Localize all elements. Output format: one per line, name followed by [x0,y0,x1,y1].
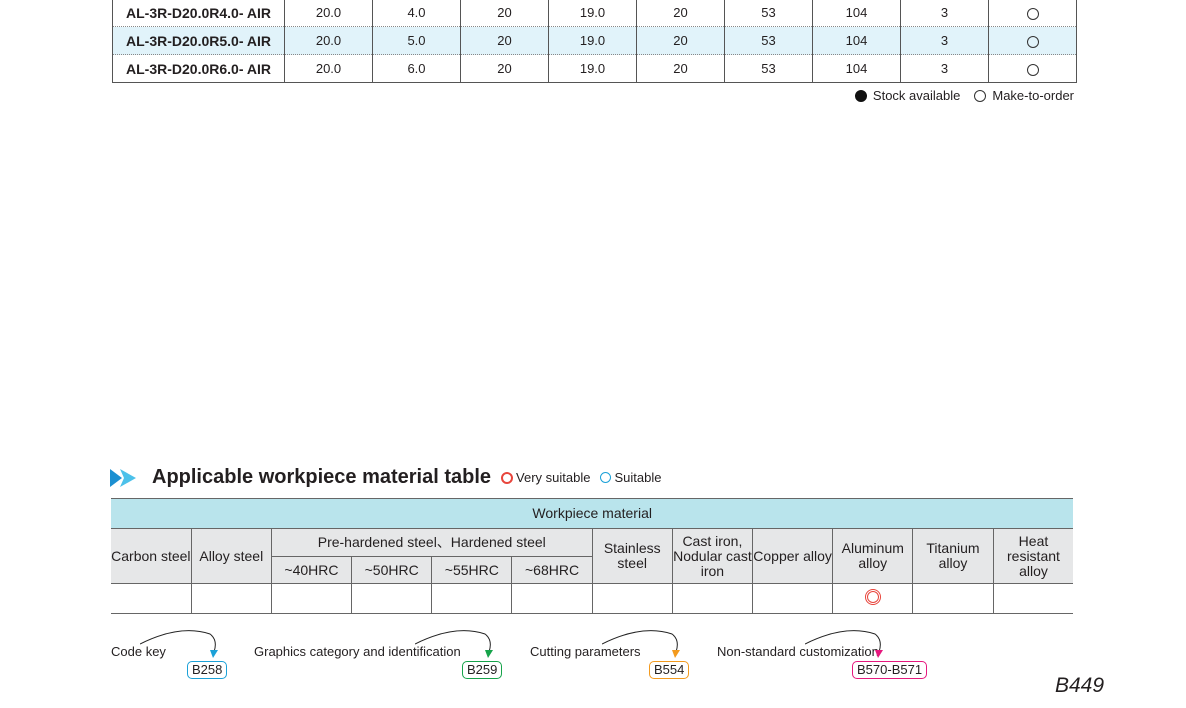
make-to-order-label: Make-to-order [992,88,1074,103]
curved-arrow-icon [602,630,680,658]
col-alloy-steel: Alloy steel [190,528,272,584]
col-stainless: Stainless steel [591,528,673,584]
spec-value: 4.0 [372,0,461,27]
page-number: B449 [1054,674,1104,697]
spec-value: 20 [636,54,725,83]
stock-legend: Stock available Make-to-order [854,88,1074,103]
table-row: AL-3R-D20.0R4.0- AIR 20.0 4.0 20 19.0 20 53 104… [112,0,1077,27]
spec-value: 53 [724,0,813,27]
spec-value: 5.0 [372,26,461,55]
col-copper: Copper alloy [751,528,834,584]
col-carbon-steel: Carbon steel [111,528,192,584]
spec-value: 20 [460,54,549,83]
curved-arrow-icon [140,630,218,658]
spec-value: 104 [812,54,901,83]
very-suitable-label: Very suitable [516,470,591,485]
page-ref-link[interactable]: B554 [649,661,690,679]
spec-value: 104 [812,26,901,55]
ref-label: Cutting parameters [530,644,641,659]
suitable-icon [600,472,612,483]
col-68hrc: ~68HRC [511,556,593,584]
curved-arrow-icon [415,630,493,658]
table-row: AL-3R-D20.0R6.0- AIR 20.0 6.0 20 19.0 20 53 104… [112,54,1077,83]
spec-value: 19.0 [548,26,637,55]
spec-value: 3 [900,0,989,27]
spec-value: 20 [460,26,549,55]
ref-label: Graphics category and identification [254,644,461,659]
spec-value: 3 [900,54,989,83]
double-arrow-icon [110,468,136,487]
spec-value: 19.0 [548,54,637,83]
section-title: Applicable workpiece material table Very… [110,466,661,489]
spec-value: 53 [724,54,813,83]
col-cast-iron: Cast iron, Nodular cast iron [671,528,754,584]
very-suitable-icon [864,589,881,605]
workpiece-material-header: Workpiece material [111,498,1074,529]
col-55hrc: ~55HRC [431,556,513,584]
spec-value: 20 [460,0,549,27]
spec-value: 3 [900,26,989,55]
product-code: AL-3R-D20.0R4.0- AIR [112,0,285,27]
col-hardened-steel: Pre-hardened steel、Hardened steel [270,528,593,557]
col-heat-resistant: Heat resistant alloy [992,528,1074,584]
make-to-order-icon [1026,63,1039,76]
product-code: AL-3R-D20.0R5.0- AIR [112,26,285,55]
rating-row [111,583,1074,614]
section-title-text: Applicable workpiece material table [152,466,492,488]
material-table: Workpiece material Carbon steel Alloy st… [111,498,1074,614]
col-40hrc: ~40HRC [271,556,353,584]
spec-value: 53 [724,26,813,55]
spec-value: 20 [636,0,725,27]
product-code: AL-3R-D20.0R6.0- AIR [112,54,285,83]
open-circle-icon [974,89,987,102]
table-row: AL-3R-D20.0R5.0- AIR 20.0 5.0 20 19.0 20 53 104… [112,26,1077,55]
spec-value: 20 [636,26,725,55]
page-ref-link[interactable]: B570-B571 [852,661,928,679]
col-aluminum: Aluminum alloy [832,528,914,584]
ref-label: Code key [111,644,166,659]
page-ref-link[interactable]: B258 [187,661,228,679]
make-to-order-icon [1026,7,1039,20]
page-ref-link[interactable]: B259 [462,661,503,679]
filled-circle-icon [854,89,867,102]
stock-available-label: Stock available [872,88,961,103]
very-suitable-icon [501,471,514,484]
make-to-order-icon [1026,35,1039,48]
spec-table: AL-3R-D20.0R4.0- AIR 20.0 4.0 20 19.0 20 53 104… [112,0,1077,83]
spec-value: 6.0 [372,54,461,83]
spec-value: 20.0 [284,26,373,55]
spec-value: 19.0 [548,0,637,27]
spec-value: 20.0 [284,54,373,83]
spec-value: 104 [812,0,901,27]
suitable-label: Suitable [614,470,662,485]
col-titanium: Titanium alloy [912,528,994,584]
ref-label: Non-standard customization [717,644,879,659]
col-50hrc: ~50HRC [351,556,433,584]
curved-arrow-icon [805,630,883,658]
spec-value: 20.0 [284,0,373,27]
